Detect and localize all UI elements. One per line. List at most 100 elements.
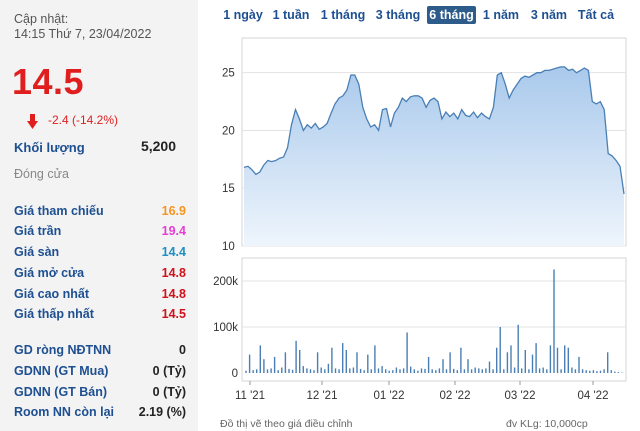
- volume-bar: [352, 367, 355, 373]
- foreign-room-row: Room NN còn lại 2.19 (%): [14, 405, 186, 423]
- tab-all[interactable]: Tất cả: [577, 8, 615, 22]
- volume-bar: [413, 369, 415, 373]
- foreign-value: 0: [179, 343, 186, 357]
- volume-bar: [456, 370, 458, 373]
- volume-bar: [546, 369, 548, 373]
- volume-bar: [367, 354, 369, 373]
- quote-panel: Cập nhật: 14:15 Thứ 7, 23/04/2022 14.5 -…: [0, 0, 198, 431]
- volume-bar: [596, 371, 598, 373]
- volume-bar: [585, 370, 587, 373]
- tab-3-months[interactable]: 3 tháng: [375, 8, 421, 22]
- x-tick-label: 12 '21: [307, 390, 338, 402]
- x-tick-label: 03 '22: [505, 390, 536, 402]
- volume-bar: [513, 367, 516, 373]
- volume-bar: [589, 370, 591, 373]
- volume-bar: [395, 367, 398, 373]
- stat-row-reference: Giá tham chiếu 16.9: [14, 204, 186, 222]
- stat-label: Giá mở cửa: [14, 266, 85, 280]
- foreign-value: 0 (Tỷ): [152, 364, 186, 378]
- stat-label: Giá tham chiếu: [14, 204, 104, 218]
- volume-bar: [306, 368, 308, 373]
- tab-1-month[interactable]: 1 tháng: [320, 8, 366, 22]
- stat-label: Giá sàn: [14, 245, 60, 259]
- foreign-net-row: GD ròng NĐTNN 0: [14, 343, 186, 361]
- volume-bar: [571, 367, 573, 373]
- price-area: [244, 66, 624, 247]
- volume-bar: [474, 367, 476, 373]
- market-status: Đóng cửa: [14, 167, 69, 181]
- tab-3-years[interactable]: 3 năm: [530, 8, 568, 22]
- volume-bar: [506, 352, 509, 373]
- volume-bar: [248, 354, 251, 373]
- stat-value: 14.8: [161, 266, 186, 280]
- volume-bar: [342, 343, 344, 373]
- volume-bar: [553, 269, 555, 373]
- arrow-down-icon: [27, 114, 38, 129]
- stat-label: Giá thấp nhất: [14, 307, 94, 321]
- volume-bar: [499, 327, 501, 373]
- volume-bar: [485, 368, 487, 373]
- volume-bar: [363, 370, 365, 373]
- volume-bar: [574, 369, 577, 373]
- stat-value: 19.4: [161, 224, 186, 238]
- tab-1-day[interactable]: 1 ngày: [223, 8, 263, 22]
- volume-panel-frame: [241, 257, 627, 382]
- volume-bar: [542, 367, 544, 373]
- volume-bar: [607, 352, 609, 373]
- volume-bar: [427, 356, 430, 373]
- volume-bar: [431, 369, 433, 373]
- volume-bar: [277, 370, 279, 373]
- update-time: 14:15 Thứ 7, 23/04/2022: [14, 27, 152, 41]
- stat-row-high: Giá cao nhất 14.8: [14, 287, 186, 305]
- volume-bar: [420, 368, 423, 373]
- volume-bar: [528, 369, 530, 373]
- volume-bar: [614, 371, 616, 373]
- volume-bar: [385, 369, 387, 373]
- price-line: [243, 66, 625, 195]
- stat-row-ceiling: Giá trần 19.4: [14, 224, 186, 242]
- volume-bar: [388, 370, 390, 373]
- volume-bar: [402, 368, 405, 373]
- volume-bar: [291, 369, 294, 373]
- chart-note-adjusted: Đồ thị vẽ theo giá điều chỉnh: [220, 418, 353, 430]
- volume-bar: [517, 324, 519, 373]
- foreign-label: Room NN còn lại: [14, 405, 115, 419]
- volume-bar: [592, 370, 595, 373]
- foreign-label: GDNN (GT Bán): [14, 385, 108, 399]
- x-tick-label: 04 '22: [578, 390, 609, 402]
- volume-bar: [603, 369, 605, 373]
- volume-bar: [356, 352, 358, 373]
- volume-tick-label: 200k: [213, 276, 238, 288]
- stat-label: Giá trần: [14, 224, 62, 238]
- volume-bar: [417, 370, 419, 373]
- price-tick-label: 15: [222, 183, 235, 195]
- volume-bar: [284, 352, 287, 373]
- volume-bar: [531, 354, 534, 373]
- chart-note-volume-unit: đv KLg: 10,000cp: [506, 418, 588, 430]
- foreign-buy-row: GDNN (GT Mua) 0 (Tỷ): [14, 364, 186, 382]
- volume-tick-label: 0: [232, 368, 238, 380]
- volume-value: 5,200: [140, 138, 176, 154]
- volume-bar: [442, 359, 444, 373]
- volume-bar: [424, 368, 426, 373]
- volume-bar: [567, 347, 569, 373]
- x-tick-label: 01 '22: [374, 390, 405, 402]
- stat-row-open: Giá mở cửa 14.8: [14, 266, 186, 284]
- tab-1-week[interactable]: 1 tuần: [272, 8, 310, 22]
- volume-bar: [478, 368, 480, 373]
- volume-bar: [535, 343, 537, 373]
- volume-bar: [392, 370, 394, 373]
- volume-bar: [377, 368, 380, 373]
- volume-bar: [381, 366, 383, 373]
- volume-bar: [556, 347, 559, 373]
- foreign-label: GDNN (GT Mua): [14, 364, 109, 378]
- volume-bar: [599, 370, 602, 373]
- update-label: Cập nhật:: [14, 12, 69, 26]
- volume-bar: [359, 368, 362, 373]
- volume-bar: [259, 345, 261, 373]
- volume-bar: [445, 369, 448, 373]
- tab-1-year[interactable]: 1 năm: [482, 8, 520, 22]
- tab-6-months[interactable]: 6 tháng: [427, 6, 476, 24]
- volume-bar: [309, 369, 312, 373]
- volume-bar: [349, 368, 351, 373]
